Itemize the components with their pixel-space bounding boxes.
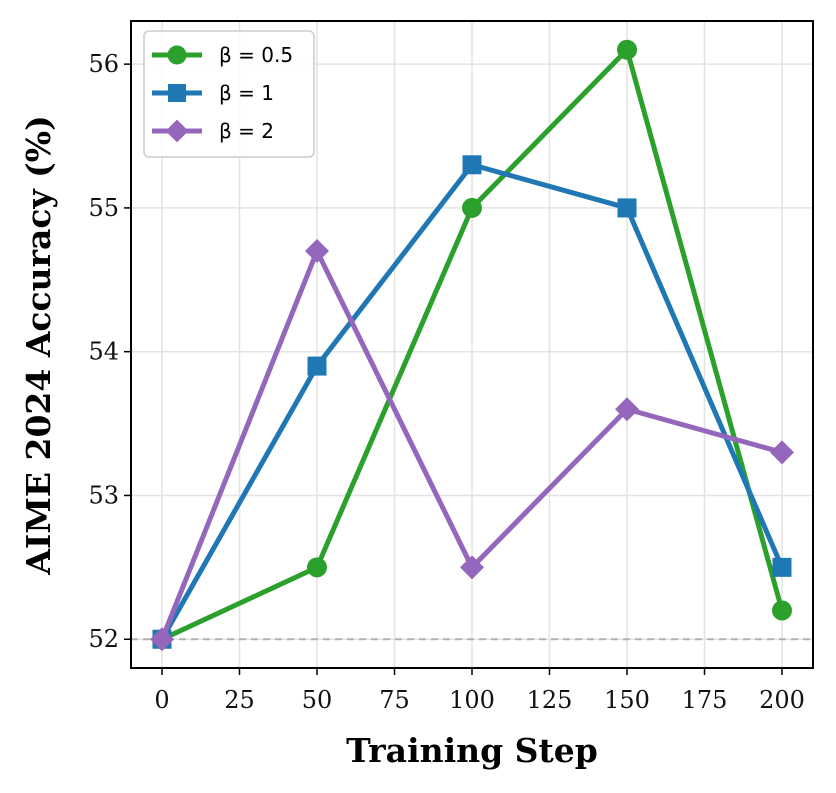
x-tick-label: 125 <box>527 686 573 714</box>
axis-ticks: 0 25 50 75 100 125 150 175 200 52 53 54 55 56 <box>88 50 804 714</box>
x-tick-label: 75 <box>379 686 410 714</box>
y-tick-label: 56 <box>88 50 119 78</box>
data-point-square <box>307 356 327 376</box>
data-point-circle <box>772 600 792 621</box>
legend-label: β = 0.5 <box>219 43 293 67</box>
x-tick-label: 25 <box>224 686 255 714</box>
legend: β = 0.5 β = 1 β = 2 <box>143 30 315 158</box>
data-point-diamond <box>460 555 484 580</box>
data-point-diamond <box>165 119 189 143</box>
y-tick-label: 52 <box>88 625 119 653</box>
series-3 <box>150 239 794 652</box>
legend-items: β = 0.5 β = 1 β = 2 <box>152 43 293 143</box>
x-axis-title: Training Step <box>346 731 598 770</box>
legend-box <box>143 30 315 158</box>
data-point-diamond <box>150 627 174 652</box>
data-point-circle <box>167 45 187 65</box>
x-tick-label: 200 <box>759 686 805 714</box>
data-point-circle <box>617 39 637 60</box>
legend-label: β = 2 <box>219 119 274 143</box>
legend-item: β = 0.5 <box>152 43 293 67</box>
x-tick-label: 100 <box>449 686 495 714</box>
x-tick-label: 150 <box>604 686 650 714</box>
data-point-circle <box>462 197 482 218</box>
legend-item: β = 2 <box>152 119 274 143</box>
data-point-diamond <box>770 440 794 465</box>
data-point-square <box>167 83 187 103</box>
legend-label: β = 1 <box>219 81 274 105</box>
y-tick-label: 55 <box>88 194 119 222</box>
series-group <box>150 39 794 652</box>
data-point-square <box>617 198 637 218</box>
x-tick-label: 50 <box>302 686 333 714</box>
legend-item: β = 1 <box>152 81 274 105</box>
data-point-diamond <box>305 239 329 264</box>
y-tick-label: 54 <box>88 338 119 366</box>
y-tick-label: 53 <box>88 481 119 509</box>
x-tick-label: 175 <box>682 686 728 714</box>
y-axis-title: AIME 2024 Accuracy (%) <box>19 115 58 575</box>
x-tick-label: 0 <box>154 686 169 714</box>
data-point-square <box>462 155 482 175</box>
data-point-diamond <box>615 397 639 422</box>
data-point-circle <box>307 557 327 578</box>
data-point-square <box>772 557 792 577</box>
